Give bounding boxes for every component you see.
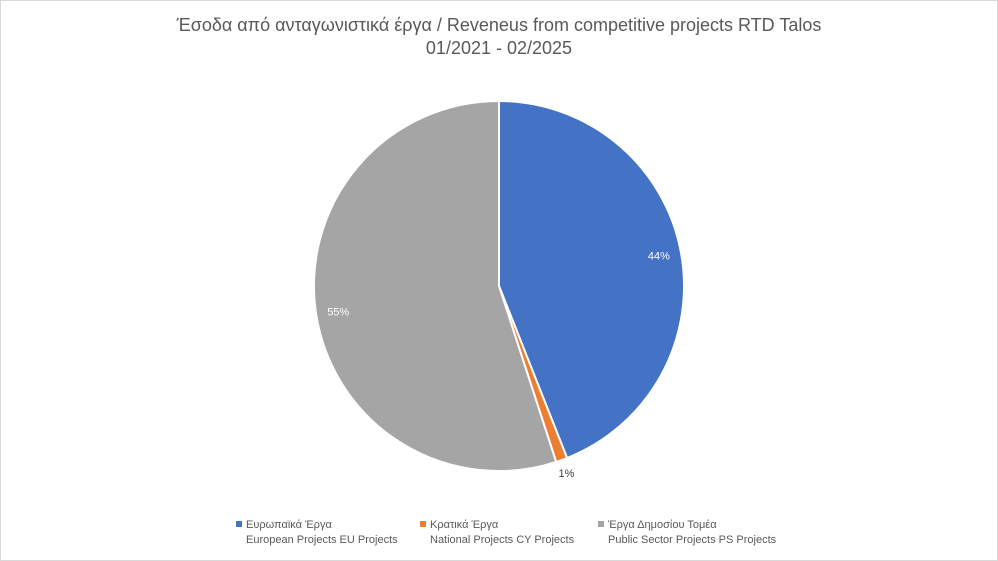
legend-label-eu-greek: Ευρωπαϊκά Έργα: [246, 519, 332, 531]
legend-label-public-sector-english: Public Sector Projects PS Projects: [608, 534, 777, 546]
legend-label-national-greek: Κρατικά Έργα: [430, 519, 499, 531]
chart-title: Έσοδα από ανταγωνιστικά έργα / Reveneus …: [176, 15, 822, 35]
chart-subtitle: 01/2021 - 02/2025: [425, 38, 573, 58]
legend-item-eu: Ευρωπαϊκά Έργα European Projects EU Proj…: [236, 518, 398, 548]
legend-swatch-eu: [236, 521, 242, 527]
pie-slice-public-sector: [313, 99, 558, 472]
legend-item-public-sector: Έργα Δημοσίου Τομέα Public Sector Projec…: [598, 518, 776, 548]
legend-label-eu-english: European Projects EU Projects: [246, 534, 398, 546]
pie-slice-eu: [498, 99, 685, 460]
chart-title-block: Έσοδα από ανταγωνιστικά έργα / Reveneus …: [0, 14, 998, 60]
data-label-national: 1%: [558, 468, 574, 480]
legend-swatch-national: [420, 521, 426, 527]
legend-label-national-english: National Projects CY Projects: [430, 534, 575, 546]
data-label-eu: 44%: [648, 250, 670, 262]
data-label-public-sector: 55%: [327, 306, 349, 318]
legend-item-national: Κρατικά Έργα National Projects CY Projec…: [420, 518, 574, 548]
legend: Ευρωπαϊκά Έργα European Projects EU Proj…: [0, 518, 998, 554]
legend-label-public-sector-greek: Έργα Δημοσίου Τομέα: [608, 519, 717, 531]
legend-swatch-public-sector: [598, 521, 604, 527]
